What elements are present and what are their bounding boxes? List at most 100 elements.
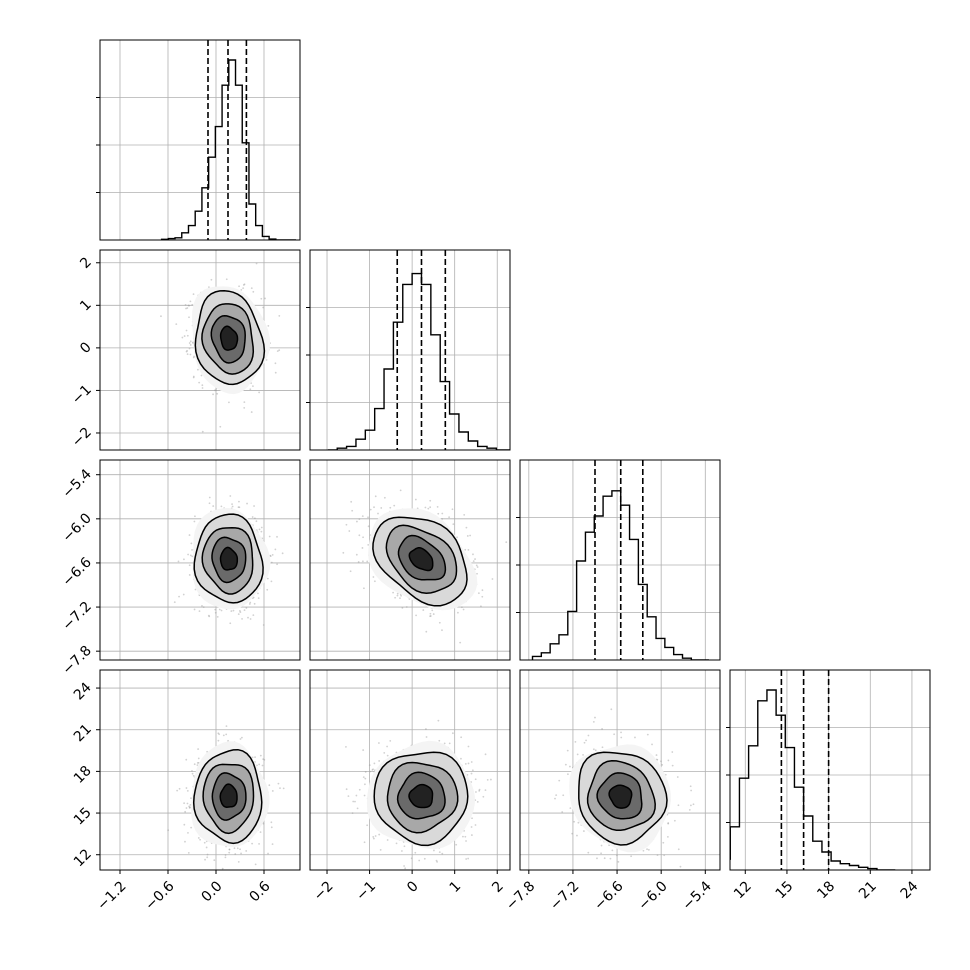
scatter-point [363, 841, 366, 844]
x-tick-label-3-2: 18 [814, 878, 838, 902]
scatter-point [677, 848, 680, 851]
scatter-point [688, 809, 691, 811]
scatter-point [372, 768, 374, 771]
scatter-point [475, 791, 477, 793]
scatter-point [467, 857, 470, 860]
scatter-point [667, 822, 670, 824]
scatter-point [642, 849, 645, 852]
scatter-point [276, 350, 279, 353]
scatter-point [603, 857, 606, 860]
scatter-point [233, 847, 236, 850]
scatter-point [253, 517, 256, 520]
scatter-point [576, 753, 579, 756]
scatter-point [347, 795, 350, 798]
scatter-point [200, 374, 203, 377]
scatter-point [199, 838, 201, 841]
scatter-point [243, 406, 246, 409]
scatter-point [358, 788, 361, 791]
scatter-point [474, 558, 476, 560]
scatter-point [266, 577, 269, 580]
scatter-point [660, 760, 662, 763]
scatter-point [451, 732, 454, 735]
scatter-point [441, 852, 444, 855]
x-tick-label-2-3: −6.0 [635, 878, 670, 913]
scatter-point [183, 558, 185, 561]
scatter-point [463, 513, 466, 516]
x-tick-label-3-3: 21 [856, 878, 880, 902]
scatter-point [176, 789, 179, 792]
scatter-point [441, 629, 443, 632]
scatter-point [266, 588, 269, 591]
scatter-point [178, 595, 180, 598]
scatter-panel-2-1 [309, 459, 511, 661]
scatter-point [264, 297, 266, 300]
scatter-panel-1-0 [99, 249, 301, 451]
scatter-point [227, 739, 229, 742]
scatter-point [224, 856, 227, 859]
scatter-point [214, 611, 217, 614]
scatter-point [345, 788, 348, 791]
scatter-point [352, 800, 355, 803]
scatter-point [484, 753, 487, 756]
x-tick-label-0-3: 0.6 [247, 878, 274, 905]
scatter-point [186, 307, 189, 309]
scatter-point [192, 375, 195, 378]
scatter-point [457, 611, 459, 614]
scatter-point [379, 848, 382, 851]
scatter-point [187, 851, 190, 854]
scatter-point [361, 560, 364, 563]
scatter-point [372, 837, 375, 840]
scatter-point [188, 534, 191, 536]
scatter-point [248, 603, 251, 605]
scatter-point [465, 526, 468, 529]
scatter-point [239, 611, 242, 614]
contour-line-3 [408, 547, 434, 572]
scatter-point [250, 411, 253, 413]
scatter-point [418, 859, 421, 862]
scatter-point [355, 553, 358, 556]
scatter-point [342, 551, 345, 554]
scatter-point [193, 520, 196, 523]
scatter-point [462, 608, 465, 611]
scatter-point [183, 802, 186, 805]
scatter-point [369, 508, 372, 511]
scatter-point [480, 605, 482, 608]
scatter-point [472, 560, 475, 563]
scatter-point [577, 821, 580, 824]
scatter-point [187, 304, 190, 307]
scatter-point [389, 739, 392, 742]
scatter-point [425, 736, 428, 738]
scatter-point [471, 817, 473, 820]
scatter-point [374, 835, 377, 837]
scatter-point [566, 749, 569, 752]
contour-line-0 [193, 513, 264, 604]
scatter-point [189, 806, 191, 809]
scatter-point [258, 842, 260, 845]
scatter-point [362, 536, 364, 539]
scatter-point [634, 736, 636, 739]
scatter-point [197, 757, 200, 760]
scatter-point [191, 770, 193, 772]
scatter-point [582, 753, 584, 756]
scatter-point [404, 867, 407, 870]
scatter-point [351, 509, 354, 512]
scatter-point [399, 489, 402, 492]
scatter-point [470, 834, 473, 836]
scatter-point [192, 376, 195, 379]
scatter-point [469, 534, 472, 537]
scatter-point [217, 732, 220, 735]
y-tick-label-1-2: 0 [77, 339, 95, 357]
scatter-point [189, 554, 192, 557]
scatter-point [362, 749, 365, 751]
scatter-point [356, 520, 358, 523]
scatter-point [561, 811, 564, 813]
y-tick-label-1-0: −2 [69, 424, 95, 450]
scatter-point [185, 350, 188, 353]
scatter-point [251, 516, 254, 518]
scatter-point [198, 610, 201, 613]
scatter-point [252, 290, 255, 293]
scatter-point [190, 797, 192, 800]
scatter-point [355, 794, 358, 797]
x-tick-label-3-1: 15 [773, 878, 797, 902]
contour-line-1 [385, 524, 458, 595]
